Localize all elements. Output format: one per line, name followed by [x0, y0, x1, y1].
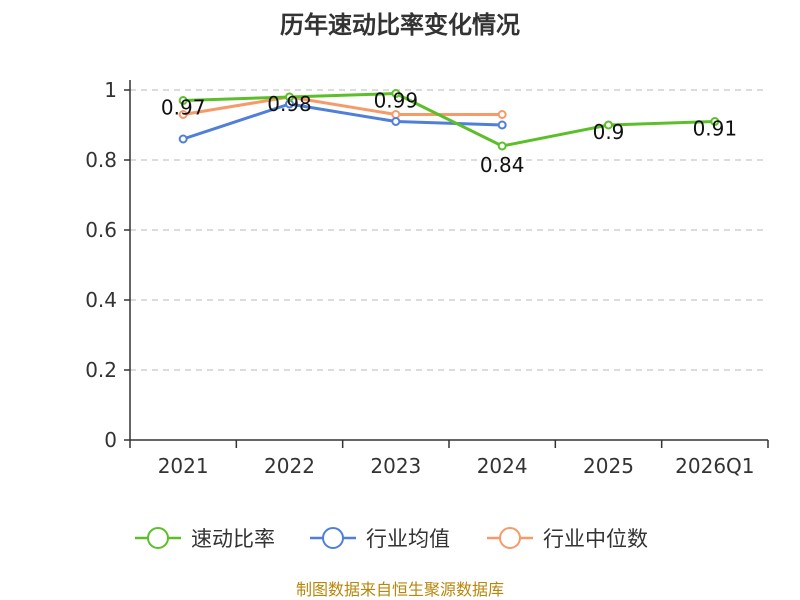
legend-marker-2 [499, 527, 521, 549]
y-tick-label-2: 0.4 [85, 288, 117, 312]
y-tick-label-4: 0.8 [85, 148, 117, 172]
x-tick-label-2021: 2021 [158, 454, 209, 478]
point-0-2021 [178, 96, 188, 105]
legend-label-2: 行业中位数 [543, 527, 648, 551]
legend-marker-1 [322, 527, 344, 549]
point-2-2024 [497, 110, 507, 119]
series-line-1 [182, 102, 503, 141]
point-0-2022 [285, 92, 294, 102]
data-label-2024: 0.84 [480, 153, 525, 177]
y-axis-ticks: 0 0.2 0.4 0.6 0.8 1 [85, 78, 117, 452]
y-tick-label-0: 0 [104, 428, 117, 452]
x-axis-ticks: 2021 2022 2023 2024 2025 2026Q1 [158, 454, 755, 478]
legend-label-0: 速动比率 [191, 527, 275, 551]
source-note: 制图数据来自恒生聚源数据库 [296, 580, 504, 599]
series-2 [178, 92, 507, 119]
data-label-2026Q1: 0.91 [693, 117, 738, 141]
legend-item-1[interactable]: 行业均值 [310, 527, 450, 551]
x-tick-label-2023: 2023 [370, 454, 421, 478]
data-labels: 0.97 0.98 0.99 0.84 0.9 0.91 [161, 89, 737, 178]
y-tick-label-1: 0.2 [85, 358, 117, 382]
legend-label-1: 行业均值 [366, 527, 450, 551]
chart-title: 历年速动比率变化情况 [280, 11, 520, 39]
legend-marker-0 [147, 527, 169, 549]
point-2-2021 [178, 110, 188, 119]
x-tick-label-2024: 2024 [477, 454, 528, 478]
data-label-2022: 0.98 [267, 92, 312, 116]
point-0-2025 [604, 120, 613, 130]
y-tick-label-5: 1 [104, 78, 117, 102]
data-label-2025: 0.9 [593, 120, 625, 144]
axes [124, 80, 769, 448]
legend[interactable]: 速动比率 行业均值 行业中位数 [135, 527, 648, 551]
legend-item-0[interactable]: 速动比率 [135, 527, 275, 551]
point-0-2026Q1 [710, 117, 720, 126]
series-0 [178, 89, 720, 151]
series-1 [178, 99, 507, 144]
data-label-2021: 0.97 [161, 96, 206, 120]
data-label-2023: 0.99 [374, 89, 419, 113]
legend-item-2[interactable]: 行业中位数 [487, 527, 648, 551]
x-tick-label-2026Q1: 2026Q1 [675, 454, 754, 478]
point-0-2024 [497, 141, 507, 151]
x-tick-label-2025: 2025 [583, 454, 634, 478]
grid [130, 89, 768, 371]
point-0-2023 [391, 89, 401, 98]
series-line-2 [182, 95, 503, 116]
series-line-0 [183, 92, 715, 148]
point-1-2023 [391, 117, 401, 126]
point-1-2021 [178, 134, 188, 144]
x-tick-label-2022: 2022 [264, 454, 315, 478]
point-1-2024 [497, 120, 507, 130]
y-tick-label-3: 0.6 [85, 218, 117, 242]
series-layer [178, 89, 720, 151]
